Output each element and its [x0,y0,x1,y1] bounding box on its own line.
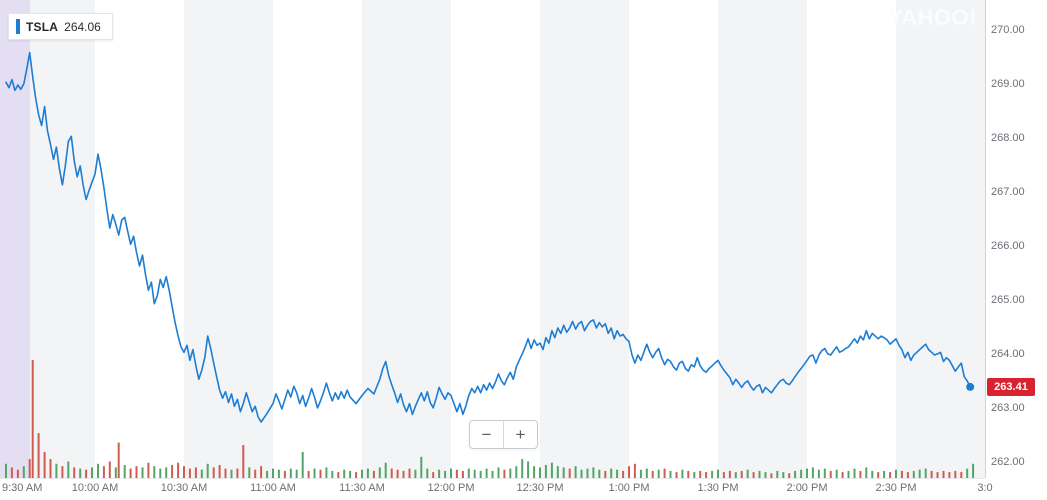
yahoo-logo-text: YAHOO! [888,5,977,30]
yahoo-finance-watermark: YAHOO! FINANCE [888,5,977,44]
zoom-divider [503,421,504,448]
ticker-legend: TSLA 264.06 [8,13,113,40]
zoom-controls: − + [469,420,538,449]
zoom-out-button[interactable]: − [470,421,503,448]
volume-bars [5,360,975,478]
finance-logo-text: FINANCE [900,31,977,44]
price-line [5,51,972,423]
ticker-symbol: TSLA [26,19,59,34]
legend-color-bar-icon [16,19,20,34]
zoom-in-button[interactable]: + [504,421,537,448]
interval-bands [0,0,985,478]
last-price-badge: 263.41 [987,377,1035,396]
last-price-dot [966,382,975,391]
ticker-last-trade-price: 264.06 [64,19,101,34]
